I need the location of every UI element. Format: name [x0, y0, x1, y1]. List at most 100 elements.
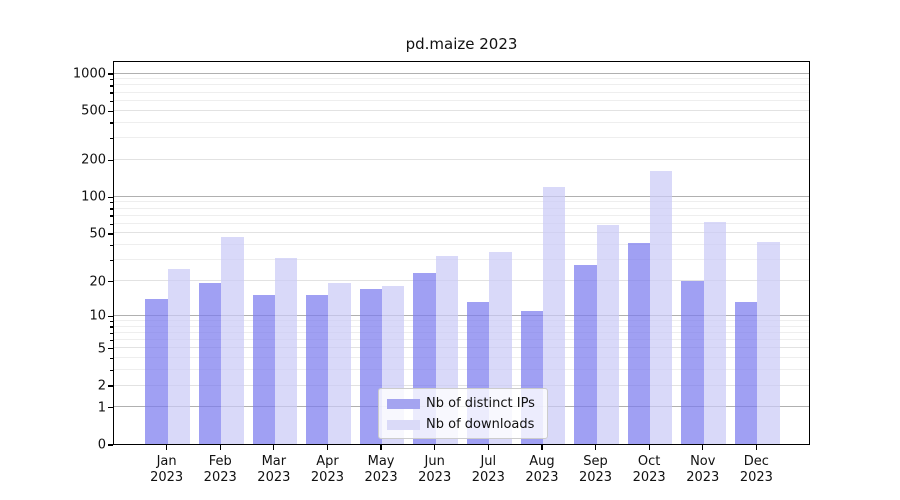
y-tick-label-1: 1 — [97, 400, 106, 416]
bar-distinct-ips-oct — [627, 243, 651, 444]
x-tick-label-oct: Oct 2023 — [632, 454, 666, 485]
y-tick-label-500: 500 — [81, 103, 106, 119]
y-tick-label-100: 100 — [81, 189, 106, 205]
y-axis-tick-500 — [108, 110, 113, 112]
bar-downloads-apr — [328, 283, 351, 444]
chart-title: pd.maize 2023 — [405, 35, 518, 53]
gridline-y-20 — [114, 280, 809, 282]
gridline-y-1000 — [114, 72, 809, 74]
gridline-y-5 — [114, 347, 809, 349]
y-tick-label-2: 2 — [97, 378, 106, 394]
gridline-y-500 — [114, 109, 809, 111]
x-axis-tick-mar — [273, 445, 275, 450]
legend-label-distinct-ips: Nb of distinct IPs — [426, 396, 535, 411]
legend-swatch-distinct-ips-icon — [387, 398, 420, 409]
x-tick-label-dec: Dec 2023 — [739, 454, 773, 485]
gridline-y-40 — [114, 244, 809, 246]
gridline-y-80 — [114, 207, 809, 209]
y-axis-minor-tick-400 — [110, 122, 113, 124]
y-axis-minor-tick-600 — [110, 100, 113, 103]
y-axis-minor-tick-700 — [110, 92, 113, 94]
gridline-y-200 — [114, 158, 809, 160]
y-axis-minor-tick-80 — [110, 208, 113, 210]
x-tick-label-nov: Nov 2023 — [686, 454, 720, 485]
x-tick-label-mar: Mar 2023 — [257, 454, 291, 485]
y-axis-minor-tick-9 — [110, 320, 113, 322]
x-axis-tick-jan — [165, 445, 168, 450]
gridline-y-4 — [114, 357, 809, 359]
gridline-y-600 — [114, 99, 809, 101]
x-axis-tick-oct — [648, 445, 650, 450]
gridline-y-90 — [114, 201, 809, 203]
gridline-y-9 — [114, 319, 809, 321]
gridline-y-700 — [114, 91, 809, 93]
gridline-y-50 — [114, 232, 809, 234]
y-axis-tick-50 — [108, 233, 113, 235]
x-tick-label-jan: Jan 2023 — [150, 454, 184, 485]
y-tick-label-50: 50 — [89, 226, 106, 242]
legend-label-downloads: Nb of downloads — [426, 417, 535, 432]
y-axis-tick-20 — [108, 280, 113, 283]
gridline-y-7 — [114, 331, 809, 333]
gridline-y-3 — [114, 369, 809, 371]
y-axis-minor-tick-70 — [110, 215, 113, 217]
y-axis-tick-200 — [108, 159, 113, 161]
gridline-y-70 — [114, 214, 809, 216]
y-axis-minor-tick-90 — [110, 202, 113, 204]
bar-distinct-ips-nov — [681, 280, 704, 444]
bar-downloads-aug — [542, 187, 566, 444]
gridline-y-6 — [114, 339, 809, 341]
bar-distinct-ips-may — [359, 288, 383, 444]
x-axis-tick-may — [380, 445, 382, 450]
bar-downloads-jan — [167, 269, 190, 444]
x-tick-label-jul: Jul 2023 — [471, 454, 505, 485]
x-axis-tick-aug — [541, 445, 543, 450]
gridline-y-400 — [114, 121, 809, 123]
x-axis-tick-feb — [219, 445, 221, 450]
y-axis-minor-tick-4 — [110, 357, 113, 360]
y-axis-tick-10 — [108, 315, 113, 317]
bar-downloads-oct — [650, 171, 673, 444]
y-tick-label-20: 20 — [89, 274, 106, 289]
y-axis-tick-5 — [108, 348, 113, 350]
gridline-y-60 — [114, 222, 809, 224]
y-axis-minor-tick-3 — [110, 369, 113, 372]
bar-distinct-ips-jan — [145, 298, 168, 444]
x-tick-label-may: May 2023 — [364, 454, 398, 485]
x-axis-tick-dec — [755, 445, 758, 450]
y-axis-minor-tick-900 — [110, 79, 113, 81]
y-axis-minor-tick-7 — [110, 332, 113, 334]
legend: Nb of distinct IPs Nb of downloads — [378, 388, 548, 439]
y-axis-minor-tick-60 — [110, 223, 113, 225]
gridline-y-10 — [114, 314, 809, 316]
bar-distinct-ips-apr — [306, 295, 329, 444]
legend-row-distinct-ips: Nb of distinct IPs — [387, 396, 539, 411]
gridline-y-800 — [114, 84, 809, 86]
bar-distinct-ips-dec — [735, 302, 758, 444]
plot-area — [113, 61, 810, 445]
bar-distinct-ips-mar — [252, 295, 275, 444]
y-tick-label-1000: 1000 — [72, 66, 106, 82]
x-axis-tick-apr — [326, 445, 329, 450]
bar-downloads-mar — [274, 257, 298, 444]
y-axis-minor-tick-300 — [110, 137, 113, 140]
y-axis-minor-tick-40 — [110, 244, 113, 247]
y-tick-label-10: 10 — [89, 308, 106, 324]
x-axis-tick-jun — [434, 445, 436, 450]
y-axis-minor-tick-8 — [110, 326, 113, 328]
gridline-y-900 — [114, 78, 809, 80]
bar-downloads-nov — [703, 221, 727, 444]
bar-downloads-feb — [221, 237, 244, 444]
x-tick-label-sep: Sep 2023 — [578, 454, 613, 485]
y-axis-tick-0 — [108, 444, 113, 446]
x-axis-tick-nov — [702, 445, 704, 450]
bar-downloads-sep — [596, 225, 619, 444]
x-tick-label-jun: Jun 2023 — [418, 454, 452, 485]
bar-distinct-ips-feb — [198, 283, 222, 444]
gridline-y-8 — [114, 325, 809, 327]
y-tick-label-5: 5 — [97, 341, 106, 357]
y-axis-tick-1000 — [108, 73, 113, 75]
legend-row-downloads: Nb of downloads — [387, 417, 539, 432]
x-axis-tick-sep — [594, 445, 597, 450]
